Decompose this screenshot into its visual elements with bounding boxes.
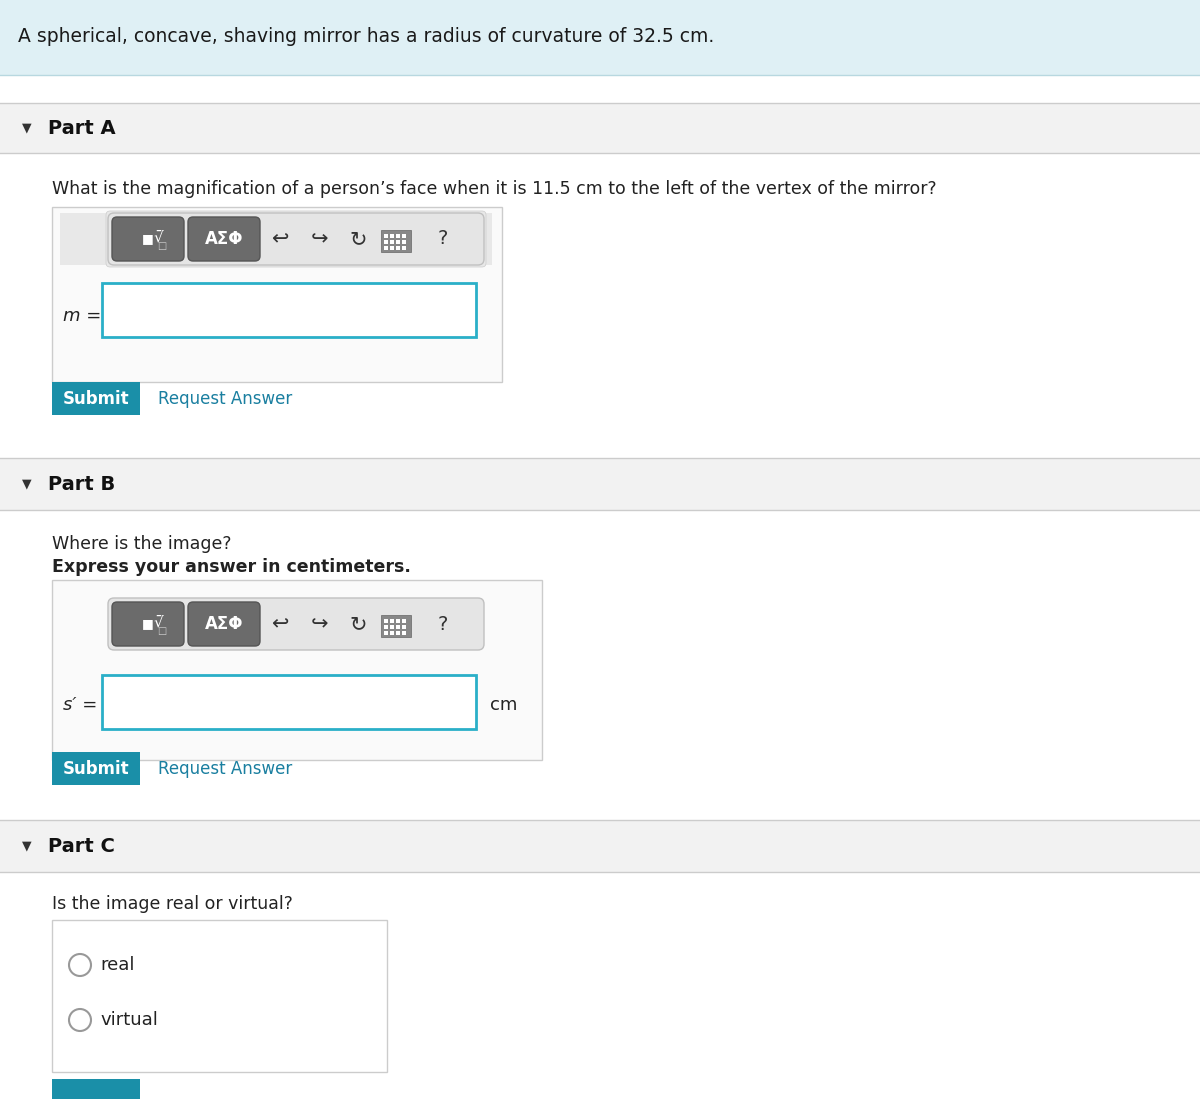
FancyBboxPatch shape xyxy=(0,510,1200,790)
Bar xyxy=(384,234,388,238)
Text: s′ =: s′ = xyxy=(64,696,97,714)
FancyBboxPatch shape xyxy=(60,213,492,265)
Bar xyxy=(384,631,388,635)
Text: ↪: ↪ xyxy=(311,614,329,634)
Text: √̄: √̄ xyxy=(154,230,163,244)
Circle shape xyxy=(70,1009,91,1031)
Text: □: □ xyxy=(157,241,167,251)
Text: Part C: Part C xyxy=(48,836,115,855)
FancyBboxPatch shape xyxy=(52,1079,140,1099)
Bar xyxy=(396,619,400,623)
Text: cm: cm xyxy=(490,696,517,714)
FancyBboxPatch shape xyxy=(0,420,1200,458)
Text: Part A: Part A xyxy=(48,119,115,137)
Text: Request Answer: Request Answer xyxy=(158,761,293,778)
FancyBboxPatch shape xyxy=(52,580,542,761)
FancyBboxPatch shape xyxy=(52,207,502,382)
Bar xyxy=(402,619,406,623)
FancyBboxPatch shape xyxy=(0,458,1200,510)
FancyBboxPatch shape xyxy=(188,217,260,260)
FancyBboxPatch shape xyxy=(0,103,1200,153)
Bar xyxy=(396,240,400,244)
Text: Request Answer: Request Answer xyxy=(158,390,293,408)
Text: ▼: ▼ xyxy=(22,122,31,134)
Text: m =: m = xyxy=(64,307,101,325)
Text: ↩: ↩ xyxy=(271,229,289,249)
FancyBboxPatch shape xyxy=(0,872,1200,1099)
Text: real: real xyxy=(100,956,134,974)
Bar xyxy=(402,625,406,629)
Text: ■: ■ xyxy=(142,618,154,631)
FancyBboxPatch shape xyxy=(382,230,410,252)
Text: ▼: ▼ xyxy=(22,477,31,490)
Text: A spherical, concave, shaving mirror has a radius of curvature of 32.5 cm.: A spherical, concave, shaving mirror has… xyxy=(18,27,714,46)
Text: ↩: ↩ xyxy=(271,614,289,634)
Text: ■: ■ xyxy=(142,233,154,245)
Circle shape xyxy=(70,954,91,976)
FancyBboxPatch shape xyxy=(382,615,410,637)
FancyBboxPatch shape xyxy=(102,675,476,729)
Bar xyxy=(390,619,394,623)
FancyBboxPatch shape xyxy=(102,284,476,337)
Text: √̄: √̄ xyxy=(154,614,163,630)
Bar xyxy=(402,234,406,238)
Text: □: □ xyxy=(157,626,167,636)
Text: ▼: ▼ xyxy=(22,840,31,853)
Text: ?: ? xyxy=(438,230,448,248)
Text: ?: ? xyxy=(438,614,448,633)
FancyBboxPatch shape xyxy=(52,752,140,785)
FancyBboxPatch shape xyxy=(0,75,1200,103)
Bar xyxy=(390,625,394,629)
Text: ΑΣΦ: ΑΣΦ xyxy=(205,230,244,248)
Text: ΑΣΦ: ΑΣΦ xyxy=(205,615,244,633)
FancyBboxPatch shape xyxy=(106,211,486,267)
Bar xyxy=(396,246,400,249)
FancyBboxPatch shape xyxy=(108,598,484,650)
Bar xyxy=(390,246,394,249)
FancyBboxPatch shape xyxy=(108,213,484,265)
FancyBboxPatch shape xyxy=(112,217,184,260)
FancyBboxPatch shape xyxy=(0,153,1200,423)
Text: Submit: Submit xyxy=(62,761,130,778)
Bar xyxy=(390,631,394,635)
FancyBboxPatch shape xyxy=(0,380,1200,425)
Text: virtual: virtual xyxy=(100,1011,158,1029)
Bar xyxy=(390,240,394,244)
Bar xyxy=(390,234,394,238)
FancyBboxPatch shape xyxy=(0,0,1200,75)
Bar xyxy=(396,631,400,635)
Text: ↪: ↪ xyxy=(311,229,329,249)
Bar xyxy=(402,246,406,249)
FancyBboxPatch shape xyxy=(52,382,140,415)
Bar xyxy=(402,240,406,244)
FancyBboxPatch shape xyxy=(52,920,386,1072)
Bar xyxy=(384,625,388,629)
Text: ↻: ↻ xyxy=(349,229,367,249)
Bar xyxy=(384,240,388,244)
Bar xyxy=(396,234,400,238)
FancyBboxPatch shape xyxy=(0,820,1200,872)
FancyBboxPatch shape xyxy=(112,602,184,646)
Text: Where is the image?: Where is the image? xyxy=(52,535,232,553)
Bar xyxy=(396,625,400,629)
Text: Submit: Submit xyxy=(62,390,130,408)
Text: Is the image real or virtual?: Is the image real or virtual? xyxy=(52,895,293,913)
Text: Express your answer in centimeters.: Express your answer in centimeters. xyxy=(52,558,410,576)
Bar xyxy=(402,631,406,635)
Text: What is the magnification of a person’s face when it is 11.5 cm to the left of t: What is the magnification of a person’s … xyxy=(52,180,937,198)
FancyBboxPatch shape xyxy=(0,790,1200,820)
Bar xyxy=(384,619,388,623)
Text: ↻: ↻ xyxy=(349,614,367,634)
Text: Part B: Part B xyxy=(48,475,115,493)
Bar xyxy=(384,246,388,249)
FancyBboxPatch shape xyxy=(188,602,260,646)
